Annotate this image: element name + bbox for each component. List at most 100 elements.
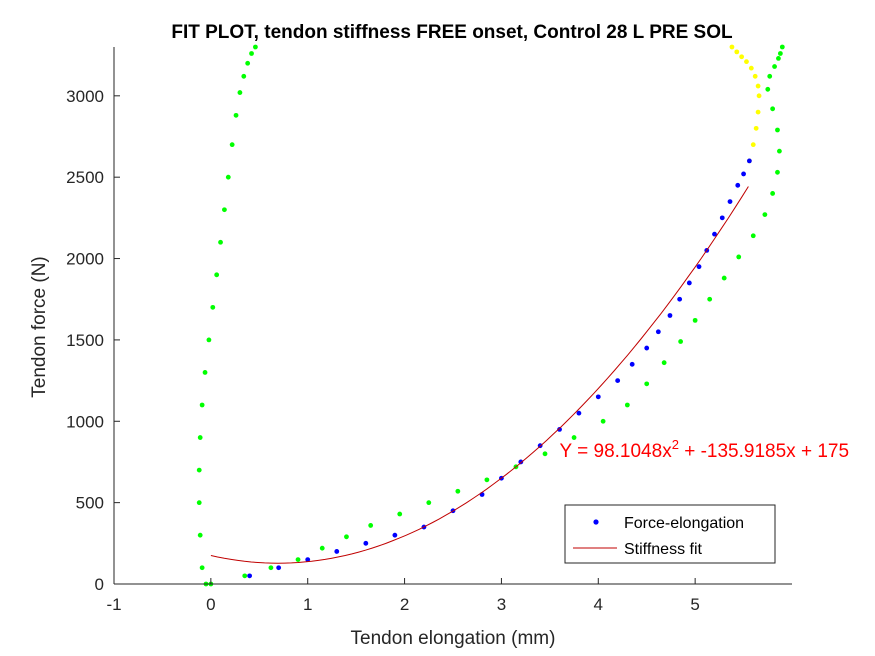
data-point [655, 329, 661, 335]
data-point [276, 565, 282, 571]
data-point [344, 534, 349, 540]
data-point [576, 410, 582, 416]
data-point [600, 418, 606, 424]
data-point [748, 65, 754, 71]
data-point [729, 44, 735, 50]
data-point [197, 532, 203, 538]
data-point [736, 254, 742, 260]
data-point [218, 239, 223, 245]
data-point [762, 212, 768, 218]
data-point [305, 557, 311, 562]
fit-equation-main: Y = 98.1048x [560, 441, 673, 462]
data-point [744, 59, 749, 65]
y-axis-label: Tendon force (N) [29, 256, 50, 398]
data-point [692, 317, 698, 323]
data-point [595, 394, 601, 400]
data-point [752, 73, 758, 79]
y-tick-label: 2500 [66, 168, 104, 187]
data-point [719, 215, 725, 221]
data-point [363, 540, 369, 546]
legend-label-stiffness-fit: Stiffness fit [624, 541, 703, 558]
data-point [242, 573, 248, 579]
data-point [368, 523, 374, 528]
series-2 [196, 44, 258, 587]
x-tick-label: 3 [497, 595, 506, 614]
data-point [696, 264, 702, 270]
data-point [777, 148, 782, 154]
fit-equation-superscript: 2 [672, 437, 679, 452]
x-axis-label: Tendon elongation (mm) [351, 628, 556, 649]
data-point [229, 142, 235, 148]
data-point [770, 191, 776, 196]
y-tick-label: 2000 [66, 250, 104, 269]
data-point [721, 275, 727, 281]
data-point [334, 549, 340, 554]
data-point [253, 44, 258, 50]
data-point [196, 467, 202, 473]
fit-equation: Y = 98.1048x2 + -135.9185x + 175 [560, 437, 850, 462]
data-point [765, 86, 771, 92]
data-point [755, 83, 761, 89]
data-point [214, 272, 220, 278]
data-point [677, 296, 683, 302]
data-point [755, 109, 761, 115]
data-point [734, 49, 740, 55]
x-tick-label: 1 [303, 595, 312, 614]
chart-title: FIT PLOT, tendon stiffness FREE onset, C… [171, 22, 733, 43]
data-point [295, 557, 301, 562]
x-tick-label: -1 [106, 595, 121, 614]
data-point [237, 90, 243, 95]
data-point [712, 231, 717, 237]
data-point [210, 304, 216, 310]
x-tick-label: 4 [594, 595, 603, 614]
data-point [247, 573, 253, 579]
legend: Force-elongation Stiffness fit [564, 504, 776, 564]
y-tick-label: 1000 [66, 412, 104, 431]
data-point [629, 361, 635, 367]
data-point [644, 345, 650, 351]
y-tick-label: 3000 [66, 87, 104, 106]
data-point [484, 477, 490, 483]
data-point [772, 64, 777, 69]
data-point [777, 51, 783, 56]
x-ticks: -1 0 1 2 3 4 5 [106, 578, 700, 614]
data-point [770, 106, 776, 112]
y-tick-label: 0 [95, 575, 104, 594]
x-tick-label: 0 [206, 595, 215, 614]
data-point [206, 337, 212, 343]
series-1 [208, 44, 785, 587]
data-point [245, 60, 251, 66]
data-point [739, 54, 745, 60]
data-point [741, 171, 746, 177]
data-point [199, 565, 205, 571]
legend-box [564, 504, 776, 564]
data-point [518, 459, 524, 465]
data-point [225, 174, 231, 180]
data-point [233, 112, 239, 118]
data-point [707, 296, 713, 302]
data-point [542, 451, 548, 457]
fit-equation-rest: + -135.9185x + 175 [679, 441, 849, 462]
data-point [241, 73, 247, 79]
data-point [661, 360, 667, 366]
series-layer [196, 44, 785, 587]
y-tick-label: 500 [76, 494, 104, 513]
data-point [249, 51, 254, 56]
x-tick-label: 5 [690, 595, 699, 614]
data-point [767, 73, 773, 79]
data-point [750, 233, 756, 239]
data-point [196, 500, 202, 506]
data-point [667, 313, 673, 318]
data-point [455, 488, 461, 494]
data-point [319, 545, 325, 551]
data-point [753, 125, 759, 131]
data-point [779, 44, 785, 50]
data-point [268, 565, 274, 571]
plot-area: Y = 98.1048x2 + -135.9185x + 175 [196, 44, 850, 587]
data-point [397, 511, 403, 517]
data-point [644, 381, 650, 387]
data-point [746, 158, 752, 164]
y-tick-label: 1500 [66, 331, 104, 350]
